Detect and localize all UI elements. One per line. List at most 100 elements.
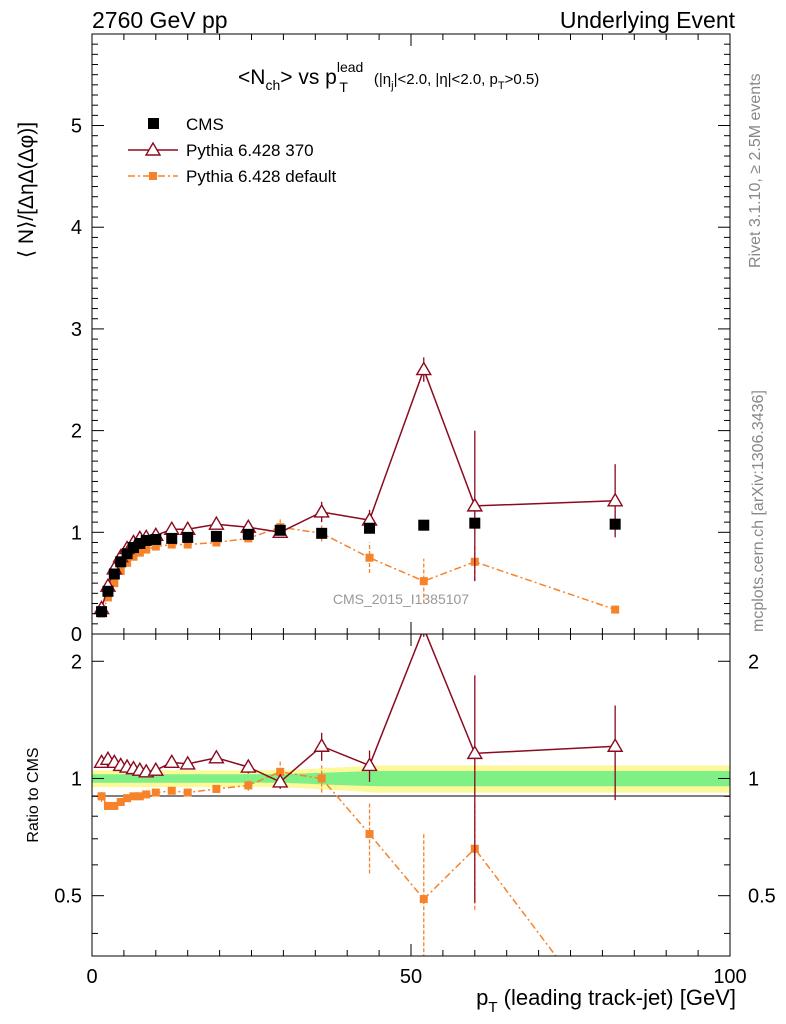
ratio-pythia-default-point <box>244 781 253 790</box>
pythia-370-point <box>313 503 330 518</box>
legend-label-cms: CMS <box>186 115 224 134</box>
ratio-pythia-default-point <box>142 790 151 799</box>
pythia-370-point <box>163 520 180 535</box>
main-y-tick-label: 2 <box>71 421 82 443</box>
ratio-pythia-default-point <box>276 767 285 776</box>
ratio-pythia-370-point <box>271 773 289 788</box>
ratio-pythia-default-point <box>317 774 326 783</box>
ratio-y-tick-label-right: 1 <box>748 768 759 790</box>
legend-item-pythia-370: Pythia 6.428 370 <box>128 141 314 160</box>
x-axis-label-rest: (leading track-jet) [GeV] <box>498 985 736 1010</box>
pythia-default-point <box>123 558 132 567</box>
cms-point <box>140 534 152 546</box>
pythia-default-point <box>135 548 144 557</box>
pythia-370-point <box>208 515 225 530</box>
ratio-pythia-default-point <box>110 801 119 810</box>
ratio-axes-layer: 0 50 100 0.5 0.5 1 1 2 2 <box>54 634 776 988</box>
pythia-370-point <box>466 497 484 512</box>
ratio-pythia-370-point <box>313 737 330 752</box>
pythia-default-point <box>129 552 138 561</box>
ratio-pythia-370-point <box>208 749 225 764</box>
ratio-y-tick-label: 1 <box>71 768 82 790</box>
title-vs: > vs p <box>280 66 337 89</box>
legend-label-pythia-370: Pythia 6.428 370 <box>186 141 314 160</box>
legend-marker-cms <box>148 118 159 129</box>
x-axis-label-sub: T <box>488 999 497 1016</box>
ratio-pythia-370-point <box>179 755 196 770</box>
pythia-default-point <box>151 542 160 551</box>
cms-point <box>316 527 328 539</box>
ratio-pythia-370-point <box>606 737 624 752</box>
title-cuts-c: >0.5) <box>505 71 540 88</box>
cms-point <box>127 542 139 554</box>
cms-point <box>210 530 222 542</box>
pythia-default-point <box>183 540 192 549</box>
x-tick-label: 0 <box>86 966 97 988</box>
cms-point <box>121 548 133 560</box>
legend-item-pythia-default: Pythia 6.428 default <box>128 167 337 186</box>
x-tick-label: 100 <box>713 966 746 988</box>
ratio-pythia-370-point <box>147 761 165 776</box>
mcplots-note: mcplots.cern.ch [arXiv:1306.3436] <box>750 390 767 632</box>
title-n-sub: ch <box>265 77 280 93</box>
main-y-tick-label: 1 <box>71 522 82 544</box>
main-y-axis-label: ⟨ N⟩/[ΔηΔ(Δφ)] <box>15 122 38 258</box>
cms-point <box>364 522 376 534</box>
main-panel: ⟨ N⟩/[ΔηΔ(Δφ)] CMS_2015_I1385107 0 1 2 3 4 5 <box>15 33 731 646</box>
ratio-pythia-370-point <box>361 757 378 772</box>
ratio-pythia-default-point <box>212 784 221 793</box>
main-series-layer <box>93 357 624 618</box>
pythia-default-point <box>142 545 151 554</box>
cms-point <box>274 524 286 536</box>
legend-marker-pythia-370 <box>144 141 162 156</box>
title-cuts-b: |<2.0, |η|<2.0, p <box>394 71 498 88</box>
ratio-y-tick-label-right: 0.5 <box>748 886 776 908</box>
pythia-default-point <box>167 540 176 549</box>
cms-point <box>242 528 254 540</box>
cms-point <box>96 606 108 618</box>
legend: CMS Pythia 6.428 370 Pythia 6.428 defaul… <box>128 115 337 186</box>
pythia-default-point <box>116 566 125 575</box>
ratio-pythia-370-point <box>240 758 257 773</box>
x-axis-label-p: p <box>476 985 488 1010</box>
legend-label-pythia-default: Pythia 6.428 default <box>186 167 337 186</box>
ratio-pythia-default-point <box>419 895 428 904</box>
pythia-370-line <box>100 367 616 609</box>
pythia-default-point <box>365 553 374 562</box>
ratio-y-tick-label: 2 <box>71 651 82 673</box>
ratio-pythia-370-point <box>163 753 180 769</box>
cms-point <box>469 517 481 529</box>
x-axis-label: pT (leading track-jet) [GeV] <box>476 985 736 1016</box>
pythia-default-point <box>419 577 428 586</box>
main-y-tick-label: 4 <box>71 217 82 239</box>
x-tick-label: 50 <box>400 966 422 988</box>
ratio-pythia-370-point <box>466 744 484 760</box>
legend-marker-pythia-default <box>149 172 157 180</box>
title-n: <N <box>238 66 265 89</box>
pythia-370-point <box>606 492 624 507</box>
ratio-y-axis-label: Ratio to CMS <box>25 747 42 842</box>
ratio-plot-frame <box>91 633 731 957</box>
cms-point <box>134 537 146 549</box>
ratio-y-tick-label-right: 2 <box>748 651 759 673</box>
cms-point <box>609 518 621 530</box>
rivet-note: Rivet 3.1.10, ≥ 2.5M events <box>747 73 764 268</box>
ratio-pythia-default-point <box>151 788 160 797</box>
main-axes-layer: 0 1 2 3 4 5 <box>71 33 731 646</box>
watermark: CMS_2015_I1385107 <box>333 591 469 607</box>
cms-point <box>182 531 194 543</box>
title-p-sub: T <box>339 79 348 95</box>
header-right: Underlying Event <box>560 7 736 33</box>
cms-point <box>115 556 127 568</box>
pythia-default-point <box>611 605 620 614</box>
ratio-pythia-default-point <box>116 798 125 807</box>
title-cuts-b-sub: T <box>498 80 505 92</box>
cms-point <box>102 585 114 597</box>
ratio-y-tick-label: 0.5 <box>54 886 82 908</box>
main-y-tick-label: 0 <box>71 624 82 646</box>
ratio-pythia-default-point <box>123 794 132 803</box>
ratio-pythia-default-point <box>97 792 106 801</box>
title-cuts-a: (|η <box>374 71 391 88</box>
ratio-pythia-default-point <box>183 788 192 797</box>
